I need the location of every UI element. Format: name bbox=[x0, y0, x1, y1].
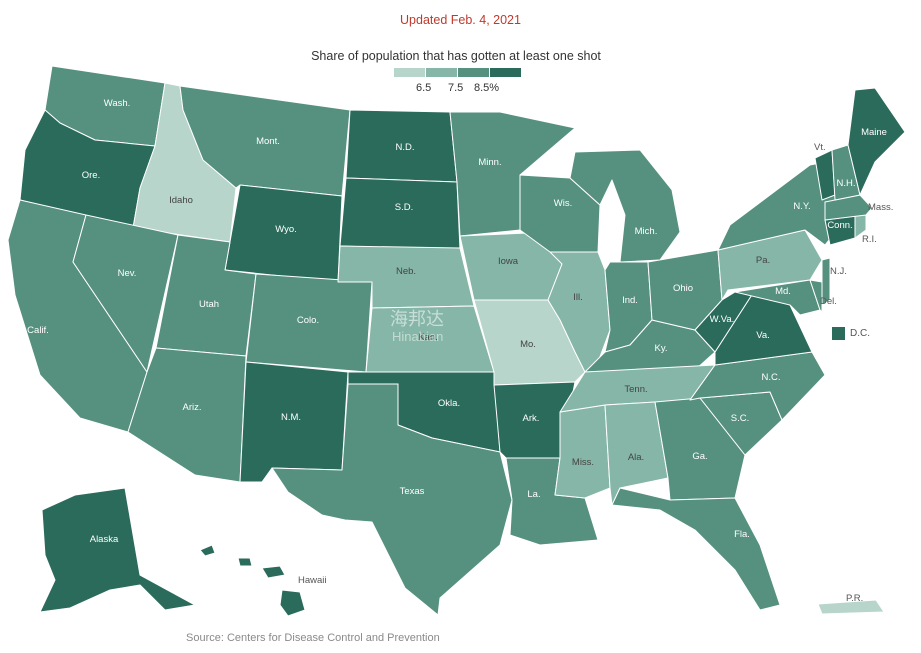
legend-swatch-bin4 bbox=[490, 68, 521, 77]
label-ri-outside: R.I. bbox=[862, 234, 877, 245]
state-label-id: Idaho bbox=[169, 195, 193, 206]
state-label-ca: Calif. bbox=[27, 325, 49, 336]
state-label-pa: Pa. bbox=[756, 255, 770, 266]
dc-swatch bbox=[832, 327, 845, 340]
label-de-outside: Del. bbox=[820, 296, 837, 307]
state-label-wy: Wyo. bbox=[275, 224, 297, 235]
state-label-ks: Kan. bbox=[418, 332, 438, 343]
state-label-ak: Alaska bbox=[90, 534, 119, 545]
dc-label: D.C. bbox=[850, 328, 870, 339]
state-sd[interactable] bbox=[339, 177, 461, 251]
dc-marker[interactable]: D.C. bbox=[832, 327, 870, 340]
state-label-mo: Mo. bbox=[520, 339, 536, 350]
legend-tick: 6.5 bbox=[416, 82, 432, 94]
state-label-sd: S.D. bbox=[395, 202, 413, 213]
state-ms[interactable] bbox=[554, 404, 611, 499]
state-label-nm: N.M. bbox=[281, 412, 301, 423]
state-label-nv: Nev. bbox=[118, 268, 137, 279]
state-label-ny: N.Y. bbox=[793, 201, 810, 212]
state-md[interactable] bbox=[734, 279, 821, 316]
state-label-wa: Wash. bbox=[104, 98, 131, 109]
state-label-ky: Ky. bbox=[654, 343, 667, 354]
legend-swatch-bin2 bbox=[426, 68, 457, 77]
legend-swatch-bin1 bbox=[394, 68, 425, 77]
state-de[interactable] bbox=[809, 279, 823, 313]
state-label-ok: Okla. bbox=[438, 398, 460, 409]
state-label-mt: Mont. bbox=[256, 136, 280, 147]
label-hi-outside: Hawaii bbox=[298, 575, 327, 586]
state-label-il: Ill. bbox=[573, 292, 583, 303]
state-label-nd: N.D. bbox=[396, 142, 415, 153]
watermark-sub: Hinabian bbox=[392, 329, 444, 344]
state-label-ct: Conn. bbox=[827, 220, 852, 231]
state-me[interactable] bbox=[847, 87, 906, 196]
state-label-ga: Ga. bbox=[692, 451, 707, 462]
legend-tick: 8.5% bbox=[474, 82, 500, 94]
state-label-ms: Miss. bbox=[572, 457, 594, 468]
legend-ticks: 6.5 7.5 8.5% bbox=[394, 82, 524, 96]
legend-title: Share of population that has gotten at l… bbox=[311, 49, 601, 63]
state-label-mn: Minn. bbox=[478, 157, 501, 168]
state-label-va: Va. bbox=[756, 330, 770, 341]
state-label-nh: N.H. bbox=[837, 178, 856, 189]
source-note: Source: Centers for Disease Control and … bbox=[186, 632, 440, 644]
state-label-la: La. bbox=[527, 489, 540, 500]
state-label-or: Ore. bbox=[82, 170, 100, 181]
state-label-co: Colo. bbox=[297, 315, 319, 326]
state-label-tn: Tenn. bbox=[624, 384, 647, 395]
state-label-ia: Iowa bbox=[498, 256, 519, 267]
legend-tick: 7.5 bbox=[448, 82, 464, 94]
legend-color-scale bbox=[394, 68, 522, 77]
state-label-az: Ariz. bbox=[183, 402, 202, 413]
state-pr[interactable] bbox=[817, 599, 885, 615]
state-label-mi: Mich. bbox=[635, 226, 658, 237]
state-label-nc: N.C. bbox=[762, 372, 781, 383]
state-label-ut: Utah bbox=[199, 299, 219, 310]
label-vt-outside: Vt. bbox=[814, 142, 826, 153]
state-label-tx: Texas bbox=[400, 486, 425, 497]
state-tx[interactable] bbox=[271, 383, 513, 616]
state-az[interactable] bbox=[127, 347, 247, 483]
state-label-oh: Ohio bbox=[673, 283, 693, 294]
label-pr-outside: P.R. bbox=[846, 593, 863, 604]
state-hi[interactable] bbox=[199, 544, 306, 617]
state-fl[interactable] bbox=[611, 487, 781, 611]
state-label-ar: Ark. bbox=[523, 413, 540, 424]
state-label-in: Ind. bbox=[622, 295, 638, 306]
state-label-wv: W.Va. bbox=[710, 314, 735, 325]
state-label-me: Maine bbox=[861, 127, 887, 138]
state-label-sc: S.C. bbox=[731, 413, 749, 424]
state-label-fl: Fla. bbox=[734, 529, 750, 540]
label-ma-outside: Mass. bbox=[868, 202, 893, 213]
label-nj-outside: N.J. bbox=[830, 266, 847, 277]
legend-swatch-bin3 bbox=[458, 68, 489, 77]
updated-date: Updated Feb. 4, 2021 bbox=[400, 13, 521, 27]
state-ak[interactable] bbox=[39, 487, 196, 613]
state-label-md: Md. bbox=[775, 286, 791, 297]
state-label-al: Ala. bbox=[628, 452, 644, 463]
state-nj[interactable] bbox=[821, 257, 831, 306]
state-label-ne: Neb. bbox=[396, 266, 416, 277]
state-label-wi: Wis. bbox=[554, 198, 572, 209]
watermark-logo: 海邦达 bbox=[390, 309, 444, 330]
